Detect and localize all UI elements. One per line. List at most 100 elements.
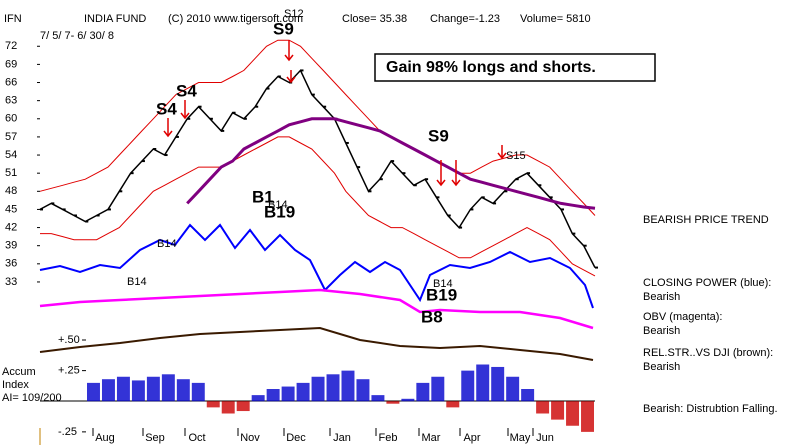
accum-bar [146,376,160,402]
accum-bar [506,376,520,402]
accum-bar [461,370,475,402]
signal-label: B1 [252,187,274,206]
accum-bar [101,379,115,402]
accum-tick-label: +.25 [58,365,80,377]
right-note: Bearish: Distrubtion Falling. [643,403,778,415]
accum-bar [131,380,145,402]
y-tick-label: 33 [5,276,17,288]
closing-power-line [39,223,594,309]
accum-bar [551,401,565,420]
arrow-head [284,54,294,62]
symbol: IFN [4,13,22,25]
gain-note: Gain 98% longs and shorts. [386,59,596,76]
accum-bar [536,401,550,414]
accum-bar [236,401,250,412]
accum-bar [311,376,325,402]
date-range: 7/ 5/ 7- 6/ 30/ 8 [40,30,114,42]
arrow-head [286,76,296,84]
signal-label: B14 [433,278,453,290]
accum-bar [161,374,175,402]
accum-bar [386,401,400,404]
arrow-head [451,179,461,187]
arrow-head [436,179,446,187]
accum-label: Index [2,379,29,391]
series-line [39,39,596,216]
y-tick-label: 45 [5,203,17,215]
accum-bar [116,376,130,402]
close: Close= 35.38 [342,13,407,25]
x-tick-label: Dec [286,432,306,444]
signal-label: S4 [156,99,177,118]
x-tick-label: Jan [333,432,351,444]
rel-strength-line [39,326,594,361]
accum-bar [401,398,415,402]
right-note: Bearish [643,325,680,337]
accum-bar [491,366,505,402]
right-note: BEARISH PRICE TREND [643,214,769,226]
y-tick-label: 57 [5,131,17,143]
gain-box [374,53,656,82]
accum-bar [191,382,205,402]
right-note: Bearish [643,361,680,373]
x-tick-label: Apr [463,432,480,444]
accum-label: Accum [2,366,36,378]
y-tick-label: 72 [5,40,17,52]
accum-bar [566,401,580,426]
right-note: OBV (magenta): [643,311,722,323]
accum-bar [416,382,430,402]
signal-label: B14 [268,199,288,211]
accum-bar [476,364,490,402]
signal-label: S15 [506,150,526,162]
x-tick-label: Feb [379,432,398,444]
accum-bar [521,389,535,402]
volume: Volume= 5810 [520,13,591,25]
obv-line [39,288,594,330]
right-note: Bearish [643,291,680,303]
accum-bar [581,401,594,432]
signal-label: B19 [264,202,295,221]
y-tick-label: 42 [5,221,17,233]
signal-label: S9 [273,19,294,38]
accum-bar [341,370,355,402]
right-note: CLOSING POWER (blue): [643,277,771,289]
accum-bar [296,382,310,402]
x-tick-label: Aug [95,432,115,444]
y-tick-label: 51 [5,167,17,179]
accum-bar [266,389,280,402]
x-tick-label: Sep [145,432,165,444]
series-line [186,117,596,210]
right-note: REL.STR..VS DJI (brown): [643,347,773,359]
arrow-head [180,112,190,120]
x-tick-label: Mar [422,432,441,444]
x-tick-label: Jun [536,432,554,444]
arrow-head [497,152,507,160]
y-tick-label: 66 [5,76,17,88]
signal-label: B14 [157,238,177,250]
accum-bar [206,401,220,408]
signal-label: S12 [284,8,304,20]
arrow-head [163,130,173,138]
series-line [40,136,596,277]
y-tick-label: 69 [5,58,17,70]
accum-bar [356,379,370,402]
y-tick-label: 63 [5,95,17,107]
accum-tick-label: -.25 [58,426,77,438]
accum-bar [87,382,100,402]
series-line [39,69,596,268]
x-tick-label: Nov [240,432,260,444]
y-tick-label: 60 [5,113,17,125]
signal-label: S9 [428,126,449,145]
accum-bar [371,395,385,402]
signal-label: S4 [176,81,197,100]
accum-bar [326,374,340,402]
signal-label: B8 [421,307,443,326]
y-tick-label: 48 [5,185,17,197]
accum-bar [431,376,445,402]
y-tick-label: 54 [5,149,17,161]
copyright: (C) 2010 www.tigersoft.com [168,13,303,25]
y-tick-label: 39 [5,240,17,252]
change: Change=-1.23 [430,13,500,25]
y-tick-label: 36 [5,258,17,270]
accum-bar [251,395,265,402]
